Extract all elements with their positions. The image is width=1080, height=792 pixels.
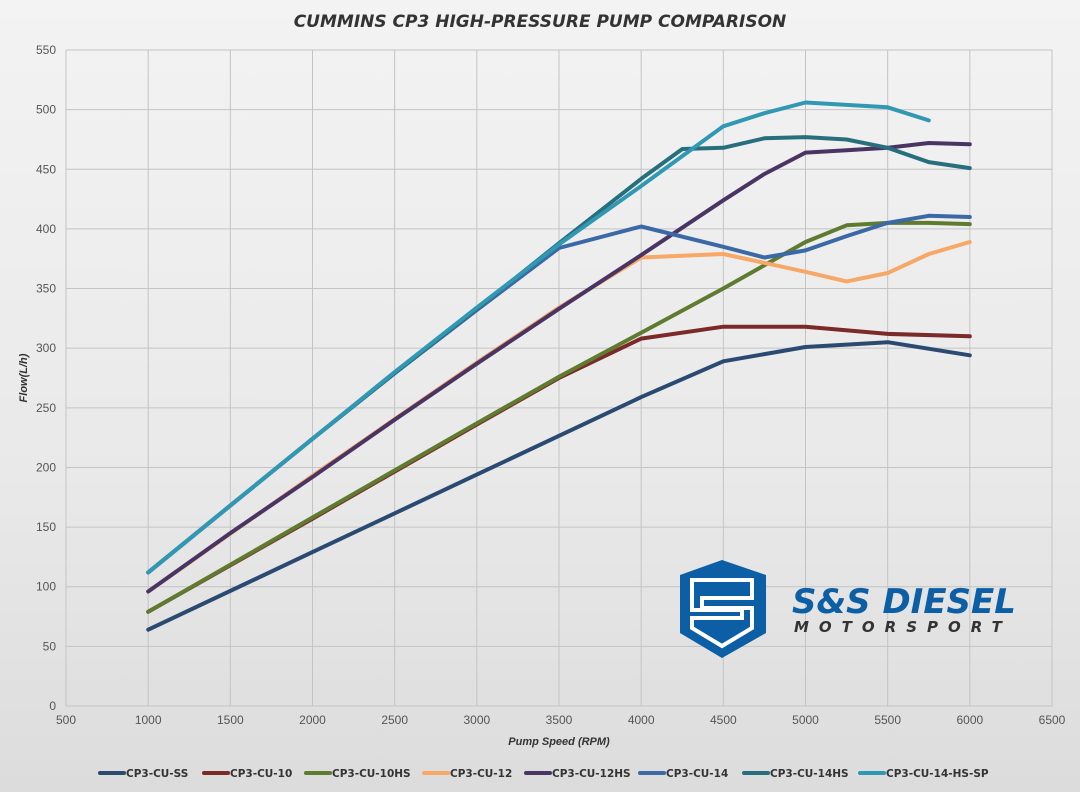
y-tick-label: 450 (36, 162, 56, 176)
series-lines (146, 100, 972, 632)
legend-item: CP3-CU-14-HS-SP (858, 768, 989, 780)
x-axis-label: Pump Speed (RPM) (508, 736, 610, 748)
y-tick-label: 400 (36, 222, 56, 236)
series-line-cp3-cu-10hs (146, 220, 972, 614)
legend-item: CP3-CU-12HS (524, 768, 631, 780)
legend-item: CP3-CU-SS (98, 768, 188, 780)
legend-item: CP3-CU-12 (422, 768, 512, 780)
x-tick-label: 500 (56, 713, 76, 727)
x-tick-label: 3500 (546, 713, 573, 727)
x-tick-label: 1500 (217, 713, 244, 727)
legend-item: CP3-CU-14HS (742, 768, 849, 780)
legend-item: CP3-CU-10HS (304, 768, 411, 780)
legend-label: CP3-CU-10 (230, 768, 292, 780)
series-line-cp3-cu-14-hs-sp (146, 100, 931, 575)
legend-label: CP3-CU-14HS (770, 768, 849, 780)
x-tick-label: 3000 (463, 713, 490, 727)
logo-tagline: MOTORSPORT (794, 618, 1012, 636)
company-logo: S&S DIESEL MOTORSPORT (680, 560, 1016, 658)
x-tick-label: 5500 (874, 713, 901, 727)
x-tick-label: 4500 (710, 713, 737, 727)
x-tick-label: 2000 (299, 713, 326, 727)
y-tick-label: 50 (43, 639, 57, 653)
legend-item: CP3-CU-14 (638, 768, 728, 780)
legend-label: CP3-CU-12 (450, 768, 512, 780)
x-tick-label: 1000 (135, 713, 162, 727)
logo-name: S&S DIESEL (792, 582, 1016, 622)
legend-label: CP3-CU-SS (126, 768, 188, 780)
y-axis-label: Flow(L/h) (18, 353, 30, 402)
y-tick-label: 500 (36, 103, 56, 117)
legend-item: CP3-CU-10 (202, 768, 292, 780)
y-tick-label: 250 (36, 401, 56, 415)
series-line-cp3-cu-ss (146, 340, 972, 632)
y-tick-label: 550 (36, 43, 56, 57)
x-tick-label: 5000 (792, 713, 819, 727)
x-tick-label: 6000 (956, 713, 983, 727)
legend: CP3-CU-SS CP3-CU-10 CP3-CU-10HS CP3-CU-12 CP… (98, 768, 989, 780)
legend-label: CP3-CU-14-HS-SP (886, 768, 989, 780)
y-tick-label: 150 (36, 520, 56, 534)
x-tick-label: 6500 (1039, 713, 1066, 727)
y-tick-label: 300 (36, 341, 56, 355)
x-tick-label: 4000 (628, 713, 655, 727)
y-tick-label: 350 (36, 282, 56, 296)
y-tick-label: 200 (36, 460, 56, 474)
grid: 500 1000 1500 2000 2500 3000 3500 4000 4500 5000 5… (36, 43, 1066, 727)
y-tick-label: 0 (49, 699, 56, 713)
y-tick-label: 100 (36, 580, 56, 594)
legend-label: CP3-CU-10HS (332, 768, 411, 780)
legend-label: CP3-CU-12HS (552, 768, 631, 780)
shield-logo-icon (680, 560, 766, 658)
x-tick-label: 2500 (381, 713, 408, 727)
chart-title: CUMMINS CP3 HIGH-PRESSURE PUMP COMPARISO… (294, 12, 787, 32)
legend-label: CP3-CU-14 (666, 768, 728, 780)
